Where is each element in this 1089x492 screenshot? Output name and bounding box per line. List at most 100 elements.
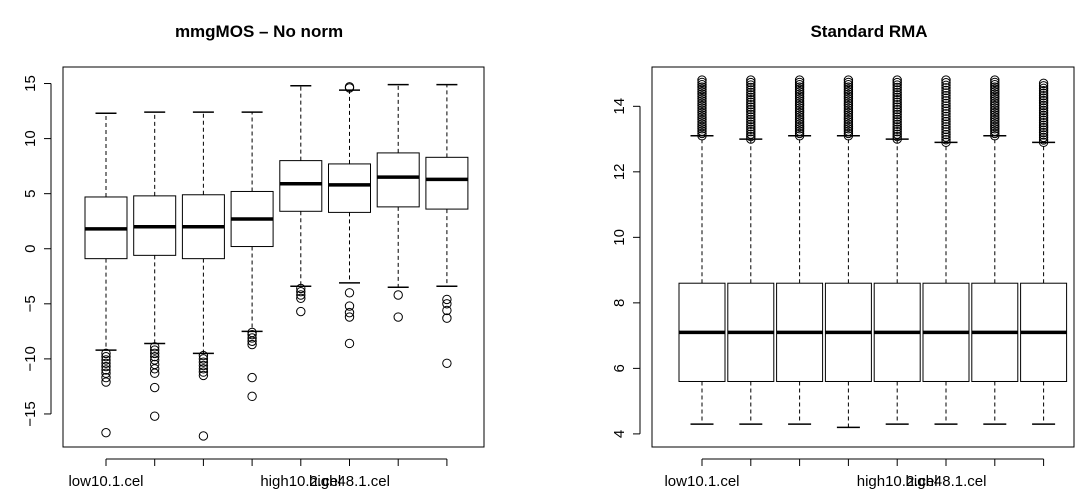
x-tick-label: high10.2.cel — [857, 473, 938, 490]
outlier-point — [1038, 98, 1049, 108]
box-1 — [84, 112, 128, 438]
y-tick-label: 4 — [611, 430, 628, 438]
outlier-point — [344, 307, 355, 318]
outlier-point — [697, 87, 707, 97]
outlier-point — [941, 111, 951, 122]
outlier-point — [697, 117, 707, 127]
outlier-point — [892, 92, 902, 103]
outlier-point — [697, 112, 707, 122]
box-7 — [971, 75, 1019, 425]
outlier-point — [101, 348, 111, 359]
outlier-point — [843, 128, 854, 139]
outlier-point — [198, 364, 209, 374]
y-tick-label: 6 — [611, 364, 628, 372]
outlier-point — [990, 126, 1000, 136]
outlier-point — [1038, 95, 1049, 106]
outlier-point — [746, 124, 756, 134]
outlier-point — [746, 97, 756, 107]
outlier-point — [892, 95, 902, 105]
outlier-point — [794, 117, 805, 127]
outlier-point — [1038, 105, 1049, 116]
outlier-point — [697, 131, 707, 141]
box-body — [328, 163, 371, 213]
outlier-point — [296, 283, 306, 294]
outlier-point — [746, 134, 756, 144]
outlier-point — [941, 101, 951, 111]
outlier-point — [843, 87, 854, 97]
outlier-point — [1038, 88, 1049, 98]
outlier-point — [746, 90, 756, 100]
outlier-point — [697, 82, 707, 92]
outlier-point — [697, 105, 707, 115]
chart-standard-rma: Standard RMA 4 6 8 10 12 14 low10.1.cel high10… — [611, 22, 1075, 490]
outlier-point — [843, 96, 854, 106]
box-8 — [1020, 78, 1068, 425]
box-8 — [425, 83, 469, 368]
outlier-point — [941, 98, 951, 109]
outlier-point — [843, 112, 854, 122]
y-tick-label: 14 — [611, 98, 628, 115]
outlier-point — [892, 131, 902, 142]
outlier-point — [941, 127, 951, 137]
outlier-point — [1038, 108, 1049, 118]
outlier-point — [393, 290, 403, 300]
outlier-point — [990, 89, 1000, 99]
outlier-point — [794, 110, 805, 120]
outlier-point — [1038, 90, 1049, 101]
outlier-point — [1038, 115, 1049, 125]
box-4 — [824, 75, 872, 429]
outlier-point — [794, 91, 805, 102]
outlier-point — [697, 114, 707, 125]
outlier-point — [697, 96, 707, 106]
outlier-point — [746, 92, 756, 103]
y-tick-label: 15 — [22, 75, 39, 92]
outlier-point — [990, 100, 1000, 111]
outlier-point — [892, 134, 902, 144]
y-tick-label: 8 — [611, 299, 628, 307]
outlier-point — [247, 329, 257, 340]
outlier-point — [746, 114, 756, 125]
outlier-point — [941, 114, 951, 124]
y-axis: −15 −10 −5 0 5 10 15 — [22, 75, 52, 427]
outlier-point — [697, 84, 707, 95]
outlier-point — [697, 124, 707, 134]
outlier-point — [843, 91, 854, 102]
chart-title: Standard RMA — [810, 22, 927, 41]
outlier-point — [892, 112, 902, 122]
outlier-point — [296, 293, 306, 304]
outlier-point — [1038, 122, 1049, 133]
outlier-point — [247, 372, 257, 383]
outlier-point — [794, 128, 805, 139]
outlier-point — [794, 131, 805, 141]
outlier-point — [393, 312, 403, 322]
outlier-point — [247, 336, 257, 346]
outlier-point — [843, 103, 854, 113]
outlier-point — [344, 338, 355, 349]
outlier-point — [892, 77, 902, 88]
outlier-point — [843, 124, 854, 134]
outlier-point — [941, 122, 951, 132]
outlier-point — [296, 306, 306, 317]
outlier-point — [892, 124, 902, 134]
outlier-point — [1038, 117, 1049, 128]
outlier-point — [990, 110, 1000, 120]
y-axis: 4 6 8 10 12 14 — [611, 98, 641, 438]
outlier-point — [843, 126, 854, 136]
box-1 — [678, 75, 726, 425]
y-tick-label: −10 — [22, 346, 39, 371]
box-6 — [922, 75, 970, 425]
plot-marks — [84, 82, 469, 441]
outlier-point — [1038, 113, 1049, 123]
outlier-point — [843, 107, 854, 118]
outlier-point — [697, 91, 707, 102]
outlier-point — [198, 354, 209, 364]
outlier-point — [794, 93, 805, 104]
outlier-point — [442, 313, 452, 323]
outlier-point — [892, 75, 902, 85]
outlier-point — [1038, 137, 1049, 148]
outlier-point — [247, 339, 257, 350]
outlier-point — [150, 364, 160, 374]
outlier-point — [843, 80, 854, 90]
outlier-point — [941, 96, 951, 106]
